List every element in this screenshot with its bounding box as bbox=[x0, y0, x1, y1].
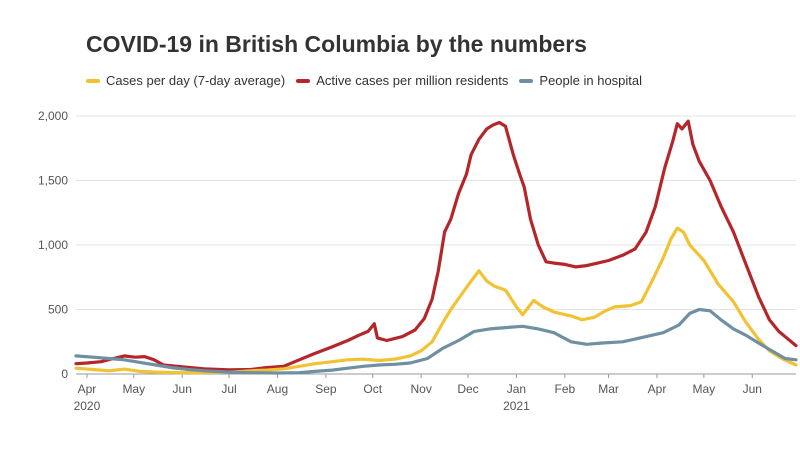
x-tick-label: Apr bbox=[78, 382, 97, 396]
x-tick-label: Jun bbox=[743, 382, 762, 396]
x-tick-year-label: 2020 bbox=[74, 399, 101, 413]
x-tick-label: Mar bbox=[598, 382, 619, 396]
legend-label-cases: Cases per day (7-day average) bbox=[106, 73, 286, 88]
x-tick-label: May bbox=[693, 382, 716, 396]
legend: Cases per day (7-day average) Active cas… bbox=[86, 73, 653, 88]
legend-label-active: Active cases per million residents bbox=[316, 73, 509, 88]
legend-swatch-active bbox=[296, 78, 311, 83]
legend-item-active: Active cases per million residents bbox=[296, 73, 508, 88]
x-tick-label: Jan bbox=[507, 382, 526, 396]
y-tick-label: 500 bbox=[48, 303, 68, 317]
x-tick-label: Nov bbox=[410, 382, 431, 396]
x-tick-label: Jul bbox=[221, 382, 236, 396]
x-tick-label: Feb bbox=[555, 382, 576, 396]
x-tick-label: May bbox=[122, 382, 145, 396]
x-tick-label: Dec bbox=[457, 382, 478, 396]
y-tick-label: 0 bbox=[61, 367, 68, 381]
series-line-active-cases bbox=[74, 119, 798, 372]
y-tick-label: 1,500 bbox=[38, 174, 68, 188]
y-tick-label: 2,000 bbox=[38, 109, 68, 123]
legend-swatch-hospital bbox=[519, 78, 534, 83]
legend-item-hospital: People in hospital bbox=[519, 73, 642, 88]
x-tick-label: Sep bbox=[315, 382, 337, 396]
x-tick-year-label: 2021 bbox=[503, 399, 530, 413]
x-tick-label: Jun bbox=[173, 382, 192, 396]
chart-title: COVID-19 in British Columbia by the numb… bbox=[86, 31, 587, 57]
x-tick-label: Aug bbox=[267, 382, 288, 396]
legend-item-cases: Cases per day (7-day average) bbox=[86, 73, 285, 88]
legend-label-hospital: People in hospital bbox=[539, 73, 643, 88]
series-line-people-in-hospital bbox=[74, 307, 798, 375]
legend-swatch-cases bbox=[86, 78, 100, 83]
x-tick-label: Oct bbox=[363, 382, 382, 396]
series-line-cases-per-day bbox=[74, 226, 798, 375]
x-tick-label: Apr bbox=[648, 382, 667, 396]
y-tick-label: 1,000 bbox=[38, 238, 68, 252]
